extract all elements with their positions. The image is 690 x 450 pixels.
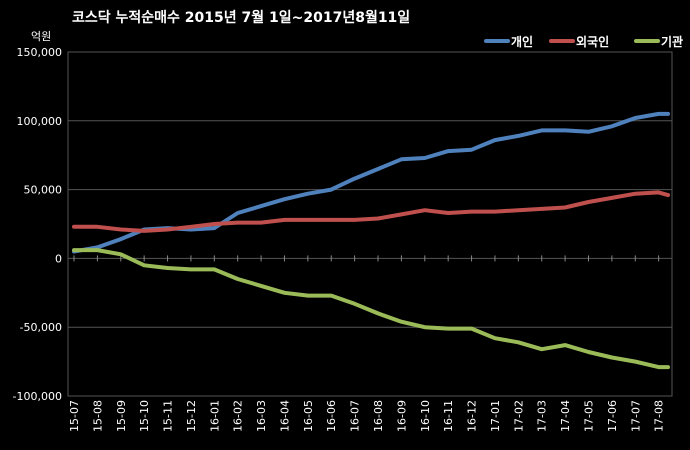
x-tick-label: 16-11 — [442, 400, 455, 432]
legend-label: 기관 — [661, 34, 683, 49]
x-tick-label: 16-08 — [372, 400, 385, 432]
legend-label: 개인 — [511, 34, 533, 49]
x-tick-label: 15-09 — [115, 400, 128, 432]
y-tick-label: 0 — [55, 252, 62, 265]
x-tick-label: 17-04 — [559, 400, 572, 432]
y-axis: 150,000 100,000 50,000 0 -50,000 -100,000 — [13, 46, 62, 403]
x-tick-label: 16-02 — [232, 400, 245, 432]
x-tick-label: 16-01 — [208, 400, 221, 432]
x-tick-label: 16-06 — [325, 400, 338, 432]
x-tick-label: 16-03 — [255, 400, 268, 432]
x-tick-label: 16-10 — [419, 400, 432, 432]
x-tick-label: 17-05 — [582, 400, 595, 432]
y-tick-label: -50,000 — [20, 321, 62, 334]
y-unit-label: 억원 — [31, 30, 51, 43]
legend: 개인 외국인 기관 — [484, 34, 683, 49]
y-tick-label: 150,000 — [17, 46, 63, 59]
x-tick-label: 17-03 — [536, 400, 549, 432]
x-tick-label: 17-06 — [606, 400, 619, 432]
y-tick-label: 100,000 — [17, 115, 63, 128]
x-tick-label: 15-08 — [91, 400, 104, 432]
series-lines — [72, 111, 670, 370]
y-tick-label: 50,000 — [24, 184, 63, 197]
x-tick-label: 17-07 — [629, 400, 642, 432]
x-tick-label: 15-11 — [162, 400, 175, 432]
x-axis: 15-07 15-08 15-09 15-10 15-11 15-12 16-01 16-02… — [68, 255, 666, 432]
x-tick-label: 17-08 — [653, 400, 666, 432]
x-tick-label: 15-12 — [185, 400, 198, 432]
x-tick-label: 16-12 — [466, 400, 479, 432]
x-tick-label: 16-05 — [302, 400, 315, 432]
legend-label: 외국인 — [576, 34, 609, 49]
x-tick-label: 15-10 — [138, 400, 151, 432]
x-tick-label: 17-02 — [512, 400, 525, 432]
x-tick-label: 15-07 — [68, 400, 81, 432]
series-line-2 — [72, 248, 670, 370]
x-tick-label: 16-09 — [395, 400, 408, 432]
x-tick-label: 17-01 — [489, 400, 502, 432]
x-tick-label: 16-07 — [349, 400, 362, 432]
plot-area — [67, 51, 673, 397]
chart-title: 코스닥 누적순매수 2015년 7월 1일~2017년8월11일 — [72, 9, 410, 26]
x-tick-label: 16-04 — [278, 400, 291, 432]
y-tick-label: -100,000 — [13, 390, 62, 403]
grid — [68, 51, 672, 397]
series-line-1 — [72, 190, 670, 233]
